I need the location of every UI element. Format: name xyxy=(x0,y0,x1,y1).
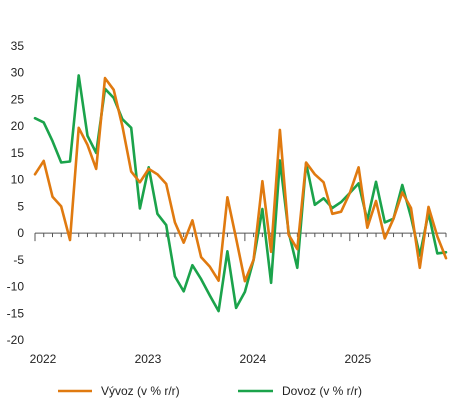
legend-label-vyvoz: Vývoz (v % r/r) xyxy=(101,384,180,398)
legend: Vývoz (v % r/r) Dovoz (v % r/r) xyxy=(58,384,362,398)
y-tick-label: -5 xyxy=(13,253,24,267)
x-axis-tick-labels: 2022 2023 2024 2025 xyxy=(30,352,372,366)
y-tick-label: 30 xyxy=(11,66,25,80)
x-tick-label: 2022 xyxy=(30,352,57,366)
x-tick-label: 2025 xyxy=(344,352,371,366)
legend-label-dovoz: Dovoz (v % r/r) xyxy=(282,384,362,398)
y-tick-label: 0 xyxy=(17,226,24,240)
y-tick-label: 35 xyxy=(11,39,25,53)
y-tick-label: 25 xyxy=(11,92,25,106)
y-tick-label: 5 xyxy=(17,199,24,213)
y-tick-label: -10 xyxy=(7,280,25,294)
series-line-vyvoz xyxy=(33,76,448,283)
y-tick-label: -15 xyxy=(7,306,25,320)
series-lines xyxy=(33,74,448,313)
x-tick-label: 2023 xyxy=(135,352,162,366)
y-tick-label: 20 xyxy=(11,119,25,133)
series-line-dovoz xyxy=(33,74,448,313)
x-tick-label: 2024 xyxy=(240,352,267,366)
y-tick-label: -20 xyxy=(7,333,25,347)
y-tick-label: 10 xyxy=(11,173,25,187)
y-axis-tick-labels: 35 30 25 20 15 10 5 0 -5 -10 -15 -20 xyxy=(7,39,25,347)
y-tick-label: 15 xyxy=(11,146,25,160)
